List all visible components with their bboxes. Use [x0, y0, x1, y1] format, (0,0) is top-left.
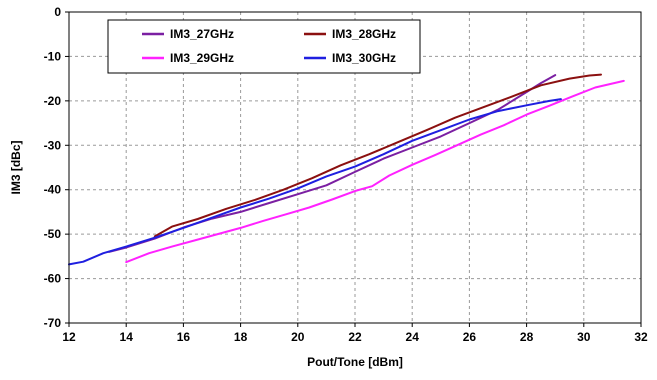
series-line-im3-28ghz [153, 73, 602, 238]
series-layer [68, 73, 625, 266]
y-tick-label: -50 [44, 227, 62, 241]
x-tick-label: 30 [577, 330, 591, 344]
series-line-im3-30ghz [68, 98, 562, 266]
y-tick-label: -30 [44, 138, 62, 152]
x-tick-label: 32 [634, 330, 648, 344]
legend-label: IM3_27GHz [170, 27, 234, 41]
y-tick-label: -10 [44, 49, 62, 63]
x-axis-title: Pout/Tone [dBm] [307, 355, 403, 369]
y-tick-label: -70 [44, 316, 62, 330]
legend-box [107, 19, 421, 74]
y-tick-label: -20 [44, 94, 62, 108]
x-tick-label: 12 [62, 330, 76, 344]
tick-layer: 12 14 16 18 20 22 24 26 28 30 32 0 -10 -20 -30 -40 -50 -6… [44, 5, 648, 344]
series-line-im3-29ghz [125, 79, 625, 264]
x-tick-label: 26 [463, 330, 477, 344]
y-tick-label: -40 [44, 183, 62, 197]
y-tick-label: 0 [54, 5, 61, 19]
x-tick-label: 24 [406, 330, 420, 344]
x-tick-label: 14 [120, 330, 134, 344]
legend-label: IM3_28GHz [332, 27, 396, 41]
y-tick-label: -60 [44, 272, 62, 286]
y-axis-title: IM3 [dBc] [9, 140, 23, 194]
legend-label: IM3_29GHz [170, 51, 234, 65]
x-tick-label: 16 [177, 330, 191, 344]
legend: IM3_27GHz IM3_28GHz IM3_29GHz IM3_30GHz [107, 19, 421, 74]
legend-label: IM3_30GHz [332, 51, 396, 65]
x-tick-label: 18 [234, 330, 248, 344]
x-tick-label: 22 [348, 330, 362, 344]
x-tick-label: 20 [291, 330, 305, 344]
x-tick-label: 28 [520, 330, 534, 344]
